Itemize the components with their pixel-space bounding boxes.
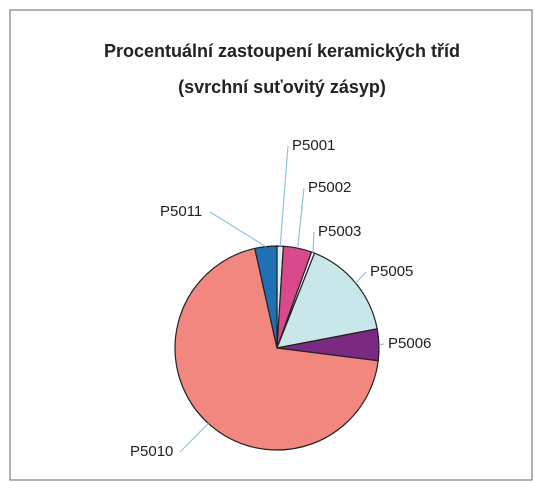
slice-label: P5010	[130, 443, 173, 460]
slice-label: P5001	[292, 137, 335, 154]
slice-label: P5003	[318, 223, 361, 240]
leader-line	[378, 343, 385, 346]
leader-line	[312, 231, 315, 253]
leader-line	[279, 145, 289, 247]
slice-label: P5006	[388, 335, 431, 352]
leader-line	[209, 211, 267, 248]
leader-line	[179, 423, 209, 453]
slice-label: P5005	[370, 263, 413, 280]
leader-line	[297, 187, 305, 249]
pie-slice	[276, 252, 378, 349]
chart-subtitle: (svrchní suťovitý zásyp)	[178, 77, 386, 97]
slice-label: P5011	[160, 203, 202, 220]
pie-slice	[174, 247, 379, 451]
leader-line	[355, 271, 367, 284]
chart-title: Procentuální zastoupení keramických tříd	[104, 41, 460, 61]
slice-label: P5002	[308, 179, 351, 196]
